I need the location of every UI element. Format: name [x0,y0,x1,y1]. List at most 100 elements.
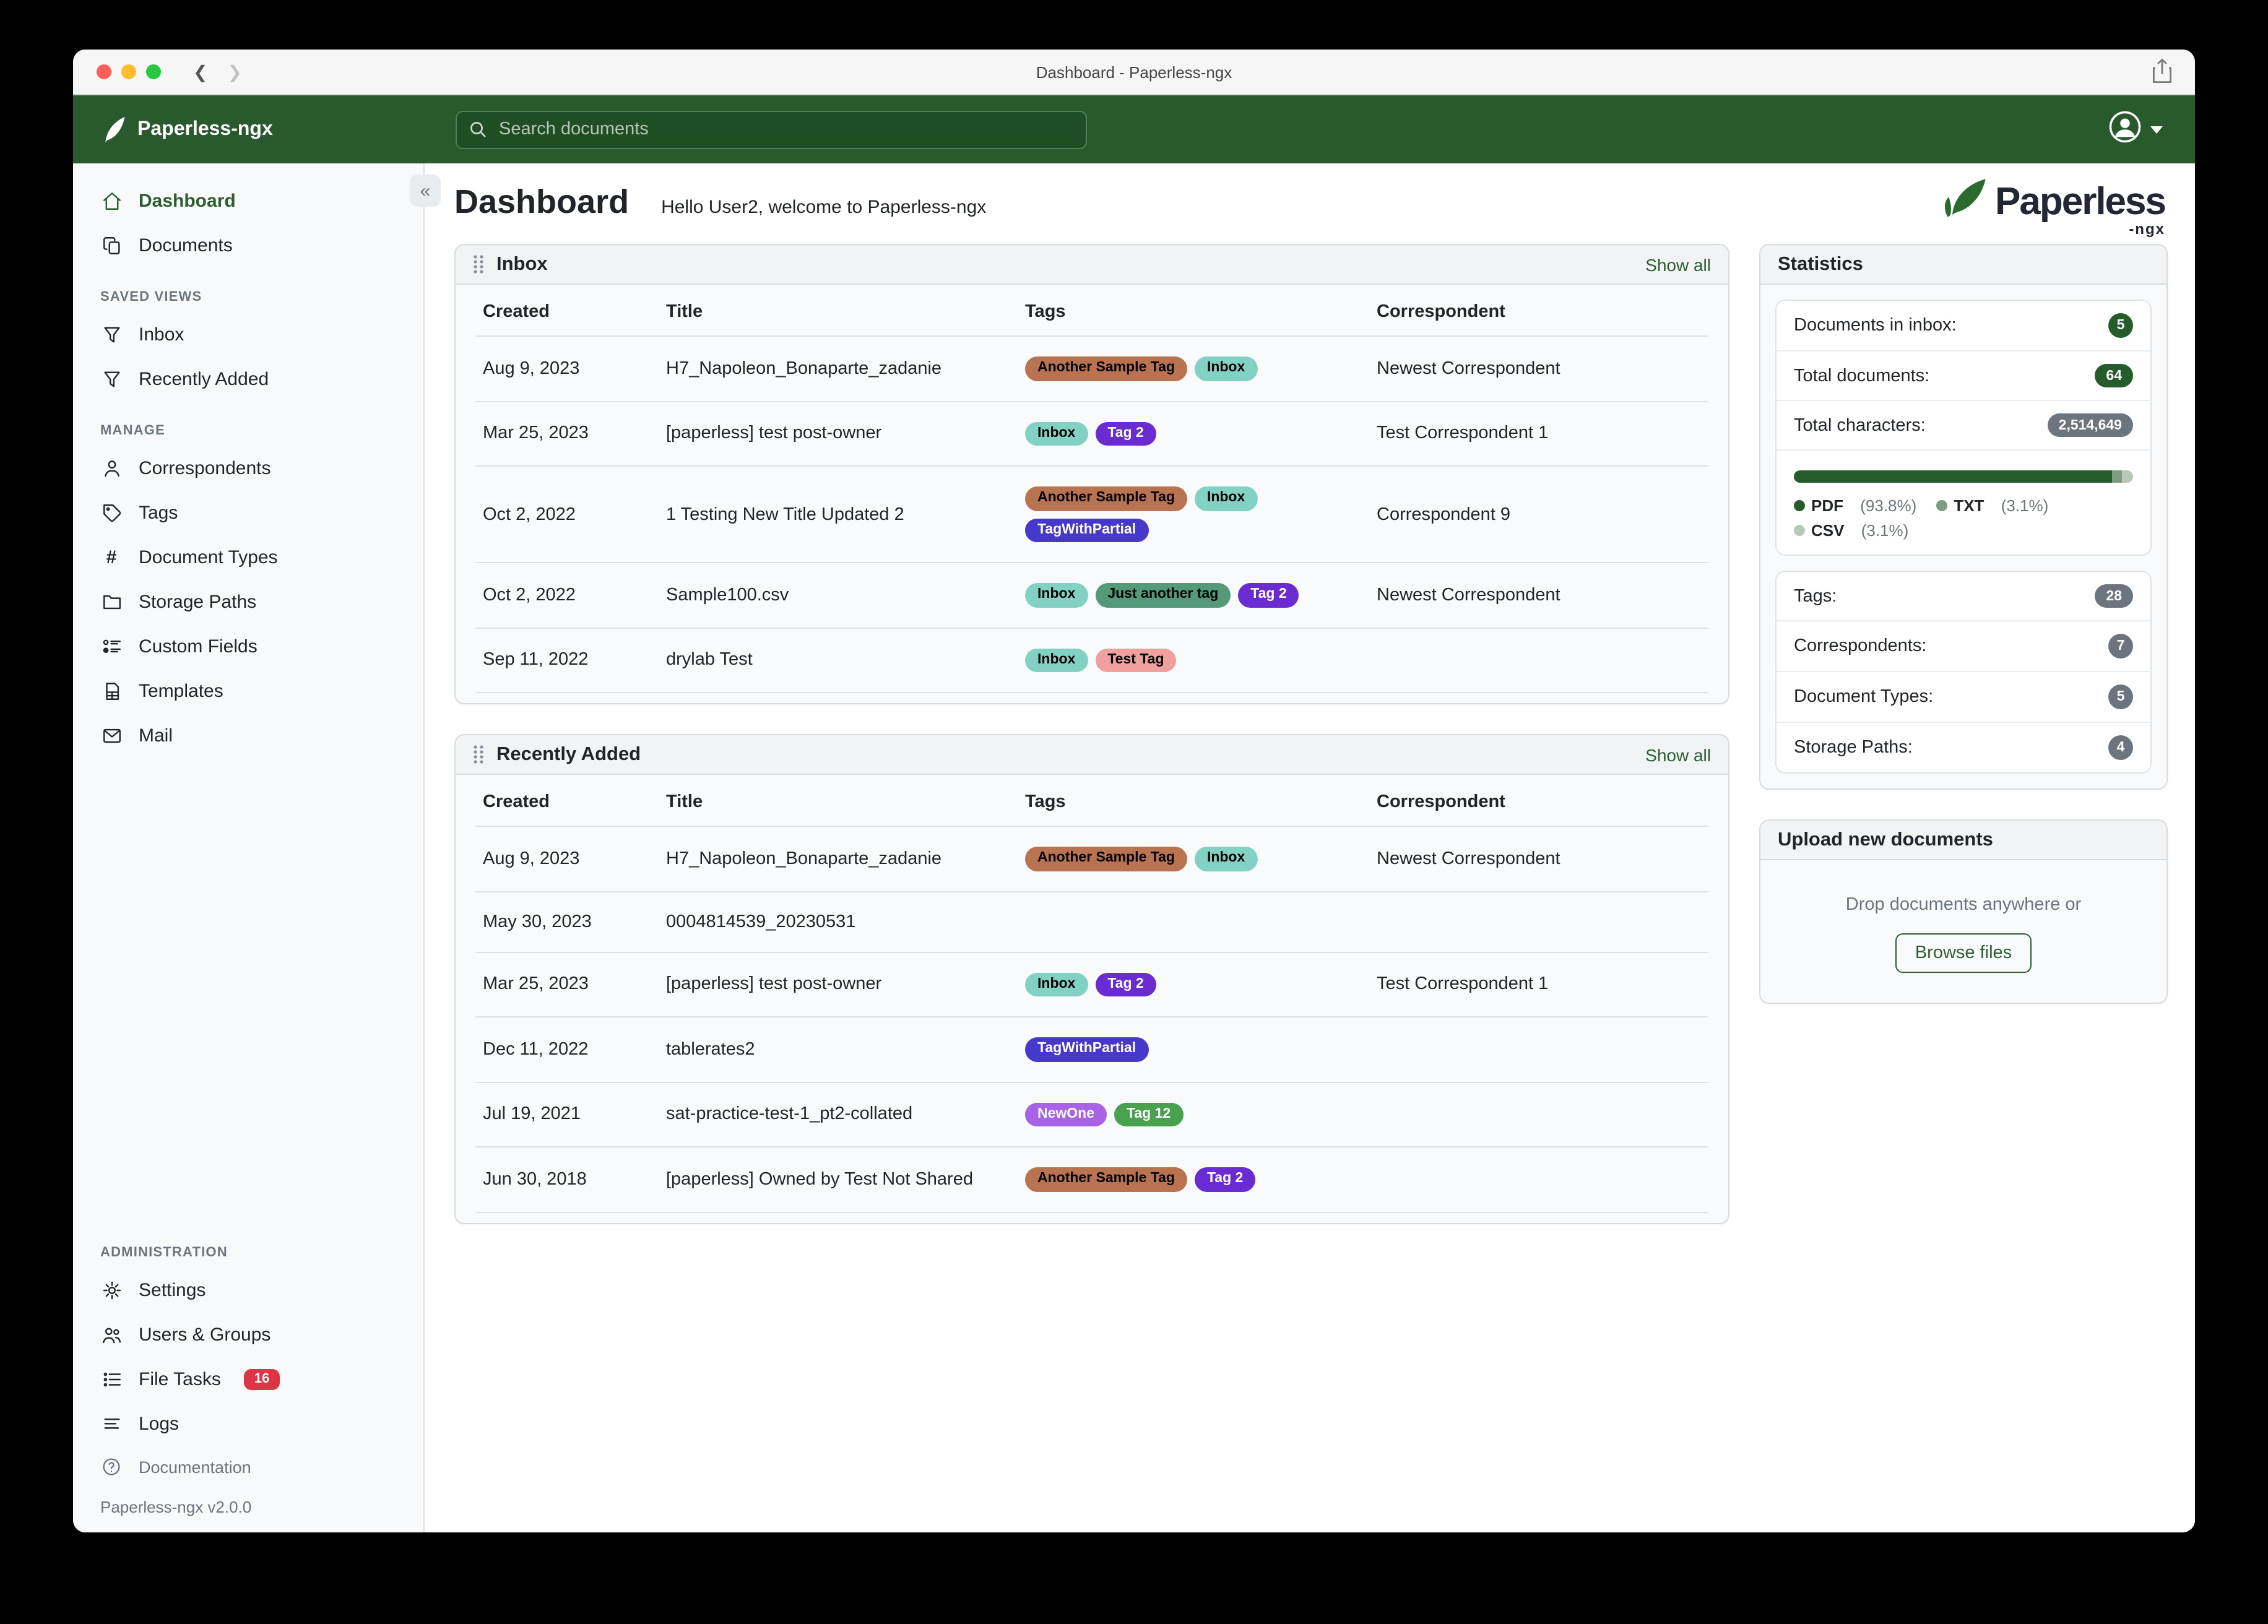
tag-chip[interactable]: Inbox [1025,972,1088,996]
stats-item: Storage Paths: 4 [1777,722,2150,772]
cell-title[interactable]: tablerates2 [666,1039,755,1060]
share-icon[interactable] [2152,58,2173,90]
table-row[interactable]: Aug 9, 2023 H7_Napoleon_Bonaparte_zadanie… [475,337,1708,402]
table-row[interactable]: Dec 11, 2022 tablerates2 TagWithPartial [475,1017,1708,1082]
sidebar-item-inbox[interactable]: Inbox [73,312,423,356]
tag-chip[interactable]: Tag 2 [1095,972,1156,996]
sidebar-item-dashboard[interactable]: Dashboard [73,178,423,223]
stats-item: Document Types: 5 [1777,671,2150,722]
sidebar-item-file-tasks[interactable]: File Tasks 16 [73,1357,423,1401]
file-type-progress-bar [1794,470,2133,483]
progress-segment [2122,470,2133,483]
table-row[interactable]: Oct 2, 2022 Sample100.csv Inbox Just anothe… [475,563,1708,628]
legend-percent: (3.1%) [1861,521,1909,540]
sidebar-item-users-groups[interactable]: Users & Groups [73,1312,423,1357]
sidebar-item-custom-fields[interactable]: Custom Fields [73,624,423,668]
drag-handle-icon[interactable] [473,744,484,765]
cell-title[interactable]: [paperless] test post-owner [666,423,882,444]
legend-item: CSV (3.1%) [1794,521,1908,540]
browse-files-button[interactable]: Browse files [1895,933,2032,973]
app-brand[interactable]: Paperless-ngx [73,114,273,144]
tag-chip[interactable]: TagWithPartial [1025,1037,1149,1061]
titlebar: ❮ ❯ Dashboard - Paperless-ngx [73,50,2195,95]
tag-chip[interactable]: Inbox [1194,486,1258,511]
search-input[interactable] [456,110,1087,149]
sidebar-item-document-types[interactable]: # Document Types [73,535,423,579]
tag-chip[interactable]: TagWithPartial [1025,518,1149,542]
table-row[interactable]: Mar 25, 2023 [paperless] test post-owner I… [475,402,1708,467]
search-bar [456,110,1087,149]
sidebar-item-documentation[interactable]: Documentation [73,1446,423,1488]
table-row[interactable]: May 30, 2023 0004814539_20230531 [475,892,1708,952]
tag-chip[interactable]: Inbox [1025,583,1088,607]
cell-title[interactable]: H7_Napoleon_Bonaparte_zadanie [666,849,942,869]
sidebar-collapse-button[interactable]: « [410,175,441,207]
sidebar-item-templates[interactable]: Templates [73,668,423,713]
close-window-button[interactable] [97,64,111,79]
legend-percent: (93.8%) [1860,496,1917,515]
tag-chip[interactable]: Just another tag [1095,583,1231,607]
minimize-window-button[interactable] [121,64,136,79]
statistics-card-header: Statistics [1760,245,2166,285]
user-menu[interactable] [2108,110,2195,149]
upload-dropzone[interactable]: Drop documents anywhere or Browse files [1760,860,2166,1003]
sidebar-item-mail[interactable]: Mail [73,713,423,758]
greeting-text: Hello User2, welcome to Paperless-ngx [661,197,987,218]
inbox-show-all-link[interactable]: Show all [1645,254,1711,274]
search-icon [468,119,488,145]
table-row[interactable]: Jun 30, 2018 [paperless] Owned by Test No… [475,1147,1708,1212]
tag-chip[interactable]: Inbox [1025,648,1088,672]
legend-label: CSV [1811,521,1845,540]
tag-chip[interactable]: Inbox [1194,356,1258,381]
tag-chip[interactable]: Tag 2 [1194,1167,1256,1191]
cell-title[interactable]: [paperless] Owned by Test Not Shared [666,1169,973,1190]
recently-added-show-all-link[interactable]: Show all [1645,745,1711,764]
table-row[interactable]: Aug 9, 2023 H7_Napoleon_Bonaparte_zadanie… [475,827,1708,892]
back-icon[interactable]: ❮ [193,62,208,82]
tag-chip[interactable]: Another Sample Tag [1025,1167,1187,1191]
sidebar-item-recently-added[interactable]: Recently Added [73,356,423,401]
sidebar-item-label: Document Types [139,546,278,568]
cell-title[interactable]: drylab Test [666,650,753,670]
tag-chip[interactable]: Tag 2 [1238,583,1299,607]
sidebar-item-label: Storage Paths [139,591,257,612]
cell-title[interactable]: [paperless] test post-owner [666,974,882,995]
mail-icon [100,724,123,746]
forward-icon[interactable]: ❯ [227,62,242,82]
stats-item: Tags: 28 [1777,572,2150,620]
drag-handle-icon[interactable] [473,254,484,275]
gear-icon [100,1279,123,1301]
sidebar-item-storage-paths[interactable]: Storage Paths [73,579,423,624]
tag-chip[interactable]: Tag 12 [1114,1102,1184,1126]
tag-chip[interactable]: NewOne [1025,1102,1107,1126]
tag-chip[interactable]: Another Sample Tag [1025,847,1187,871]
tag-chip[interactable]: Inbox [1025,421,1088,446]
cell-title[interactable]: Sample100.csv [666,585,789,605]
sidebar-item-tags[interactable]: Tags [73,490,423,535]
count-badge: 64 [2095,364,2133,387]
table-row[interactable]: Mar 25, 2023 [paperless] test post-owner I… [475,952,1708,1017]
cell-title[interactable]: 1 Testing New Title Updated 2 [666,504,904,524]
tag-chip[interactable]: Another Sample Tag [1025,486,1187,511]
tag-chip[interactable]: Tag 2 [1095,421,1156,446]
sidebar-item-documents[interactable]: Documents [73,223,423,267]
cell-title[interactable]: sat-practice-test-1_pt2-collated [666,1104,913,1125]
tag-chip[interactable]: Inbox [1194,847,1258,871]
tag-chip[interactable]: Another Sample Tag [1025,356,1187,381]
cell-title[interactable]: 0004814539_20230531 [666,912,856,931]
sidebar-item-logs[interactable]: Logs [73,1401,423,1446]
zoom-window-button[interactable] [146,64,161,79]
sidebar-item-settings[interactable]: Settings [73,1268,423,1312]
table-row[interactable]: Sep 11, 2022 drylab Test Inbox Test Tag [475,628,1708,693]
sidebar-item-label: Users & Groups [139,1324,271,1345]
sidebar-item-correspondents[interactable]: Correspondents [73,446,423,490]
custom-fields-icon [100,635,123,657]
table-row[interactable]: Jul 19, 2021 sat-practice-test-1_pt2-coll… [475,1082,1708,1147]
logo-word: Paperless [1995,179,2166,223]
table-row[interactable]: Oct 2, 2022 1 Testing New Title Updated 2… [475,467,1708,563]
table-header-row: Created Title Tags Correspondent [475,775,1708,827]
cell-title[interactable]: H7_Napoleon_Bonaparte_zadanie [666,358,942,379]
sidebar-section-label-administration: ADMINISTRATION [73,1223,423,1268]
column-header: Title [666,792,703,812]
tag-chip[interactable]: Test Tag [1095,648,1177,672]
